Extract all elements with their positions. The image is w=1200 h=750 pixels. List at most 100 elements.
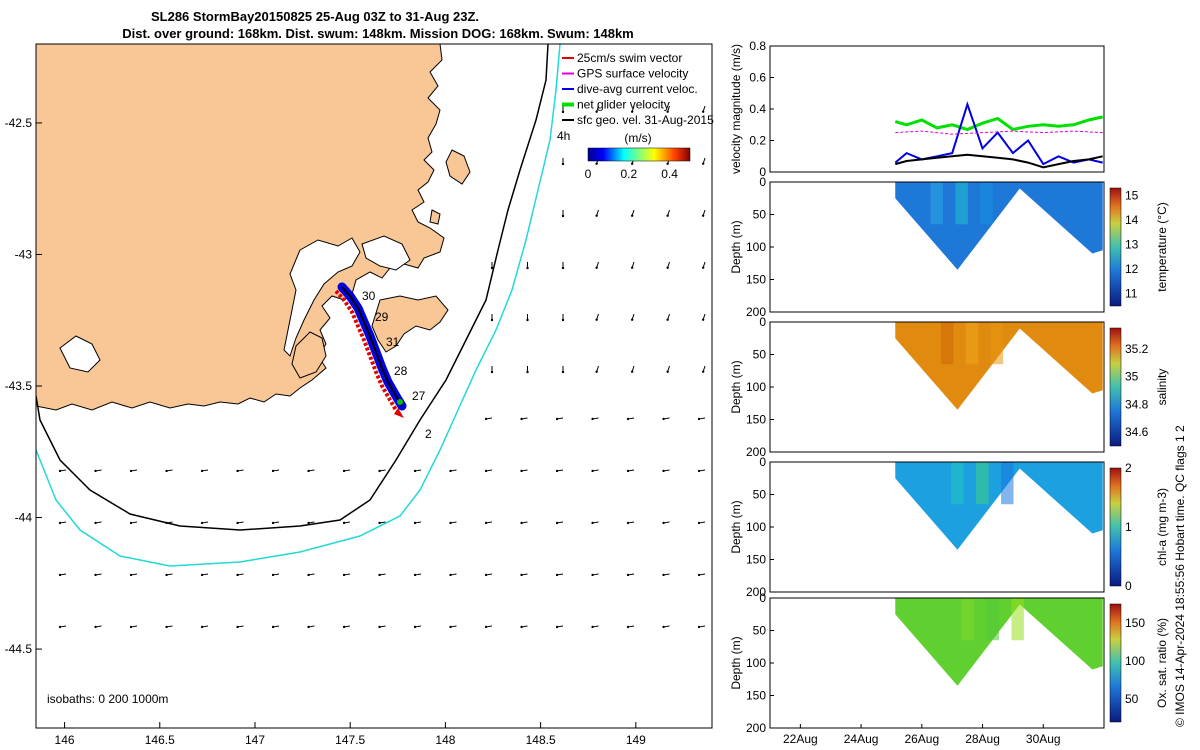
cbar-label-2: salinity [1155,369,1169,406]
geo-vector-head-101 [58,625,62,629]
geo-vector-head-109 [342,625,346,629]
lat-tick-1: -43 [15,247,33,261]
land-bruny [291,331,327,379]
title-line-1: SL286 StormBay20150825 25-Aug 03Z to 31-… [151,9,479,24]
geo-vector-head-12 [595,214,598,217]
lat-tick-0: -42.5 [5,116,33,130]
geo-vector-head-73 [413,521,417,525]
geo-vector-head-78 [591,521,594,525]
ytick-3-2: 100 [746,520,766,534]
geo-vector-head-21 [666,266,669,269]
geo-vector-head-63 [58,521,62,525]
time-tick-1: 24Aug [844,732,879,746]
panel-1: 11 12 13 14 15 temperature (°C) 0 50 100 150 200 De… [729,175,1169,319]
geo-vector-head-87 [236,573,239,577]
ytick-3-1: 50 [753,488,767,502]
geo-vector-head-112 [449,625,452,629]
panel-0: 0 0.2 0.4 0.6 0.8 velocity magnitude (m/s) [729,39,1105,179]
geo-vector-head-79 [626,521,630,525]
lon-tick-5: 148.5 [526,733,556,747]
ylabel-1: Depth (m) [729,220,743,273]
lat-tick-2: -43.5 [5,379,33,393]
lon-tick-0: 146 [55,733,75,747]
geo-vector-head-75 [484,521,488,525]
ylabel-2: Depth (m) [729,360,743,413]
geo-vector-head-22 [701,266,705,269]
geo-vector-head-88 [271,573,275,577]
geo-vector-head-2 [595,110,598,113]
geo-vector-head-93 [449,573,452,577]
geo-vector-head-30 [490,370,494,374]
lon-tick-1: 146.5 [145,733,175,747]
geo-vector-head-41 [626,417,630,421]
geo-vector-head-72 [378,521,381,525]
geo-vector-head-36 [701,370,705,373]
geo-vector-head-13 [630,214,634,217]
geo-vector-head-47 [165,469,168,473]
day-label-2: 2 [425,427,432,441]
track-end-marker [397,399,403,405]
geo-vector-head-44 [58,469,62,473]
legend-label-2: dive-avg current veloc. [577,82,698,96]
geo-vector-head-20 [630,266,634,269]
time-tick-0: 22Aug [783,732,818,746]
section-colorbar-3 [1109,467,1122,587]
geo-vector-head-100 [697,573,701,577]
geo-vector-head-17 [526,266,529,270]
geo-vector-head-104 [165,625,168,629]
section-band-3-3 [1001,462,1014,505]
ytick-2-3: 150 [746,413,766,427]
ytick-2-4: 200 [746,445,766,459]
geo-vector-head-27 [630,318,634,321]
section-band-3-2 [976,462,989,505]
geo-vector-head-86 [200,573,204,577]
day-label-31: 31 [386,335,400,349]
geo-vector-head-103 [129,625,133,629]
geo-vector-head-81 [697,521,701,525]
cbar-tick-1-4: 15 [1125,188,1139,202]
geo-vector-head-70 [307,521,310,525]
geo-vector-head-102 [94,625,97,629]
cbar-tick-2-1: 34.8 [1125,397,1149,411]
map-legend: 25cm/s swim vector GPS surface velocitydi… [562,51,714,127]
velocity-series-3 [895,130,1103,135]
colorbar-tick-2: 0.4 [661,167,678,181]
geo-vector-head-82 [58,573,62,577]
geo-vector-head-40 [591,417,594,421]
section-fill-1 [895,182,1103,270]
geo-vector-head-45 [94,469,97,473]
geo-vector-head-66 [165,521,168,525]
cbar-tick-4-0: 50 [1125,692,1139,706]
geo-vector-head-77 [555,521,559,525]
section-fill-3 [895,462,1103,550]
cbar-tick-4-1: 100 [1125,654,1145,668]
geo-vector-head-68 [236,521,239,525]
ytick-4-2: 100 [746,656,766,670]
colorbar-tick-0: 0 [585,167,592,181]
geo-vector-head-107 [271,625,275,629]
geo-vector-head-110 [378,625,381,629]
geo-vector-head-83 [94,573,97,577]
ytick-4-4: 200 [746,721,766,735]
geo-vector-head-38 [520,417,523,421]
cbar-tick-2-0: 34.6 [1125,425,1149,439]
geo-vector-head-80 [662,521,665,525]
velocity-series-0 [894,115,1104,132]
ytick-0-4: 0.8 [749,39,766,53]
ytick-1-3: 150 [746,273,766,287]
geo-vector-head-98 [626,573,630,577]
glider-track [334,282,407,418]
section-band-3-1 [951,462,964,505]
geo-vector-head-49 [236,469,239,473]
water-bay [59,335,101,373]
lat-tick-4: -44.5 [5,642,33,656]
geo-vector-head-85 [165,573,168,577]
lat-tick-3: -44 [15,511,33,525]
legend-label-4: sfc geo. vel. 31-Aug-2015 [577,113,714,127]
geo-vector-head-62 [697,469,701,473]
geo-vector-head-95 [520,573,523,577]
section-band-2-2 [965,322,979,365]
geo-vector-head-115 [555,625,559,629]
ylabel-3: Depth (m) [729,500,743,553]
geo-vector-head-50 [271,469,275,473]
